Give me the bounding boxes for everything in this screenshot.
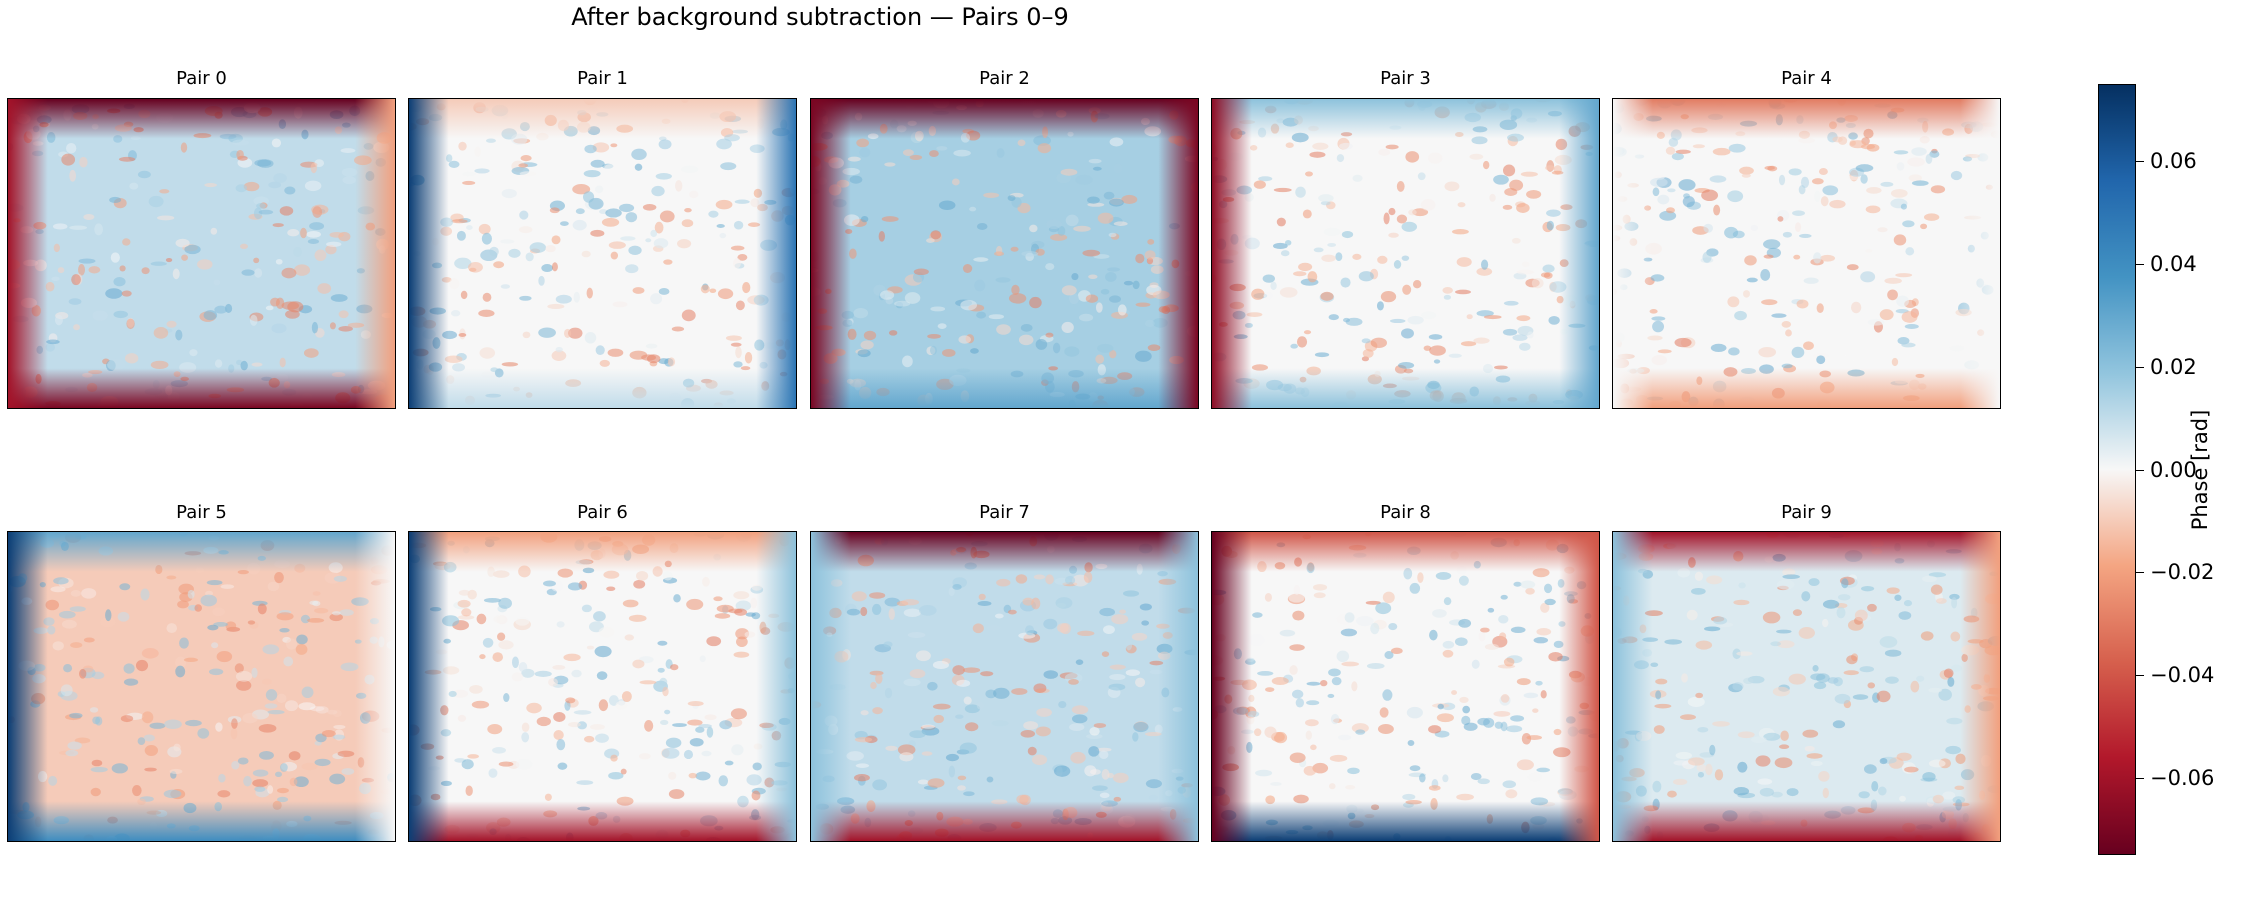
heatmap-panel xyxy=(7,531,396,842)
colorbar xyxy=(2098,84,2136,855)
colorbar-tick-label: −0.06 xyxy=(2150,765,2215,790)
colorbar-tick-label: 0.06 xyxy=(2150,149,2197,174)
panel-title: Pair 2 xyxy=(979,68,1030,89)
heatmap-panel xyxy=(810,531,1199,842)
heatmap-panel xyxy=(1211,531,1600,842)
heatmap-image xyxy=(1212,532,1599,841)
heatmap-image xyxy=(1212,99,1599,408)
colorbar-label: Phase [rad] xyxy=(2188,409,2212,531)
panel-title: Pair 6 xyxy=(577,502,628,523)
colorbar-tick xyxy=(2136,572,2144,574)
colorbar-tick-label: −0.04 xyxy=(2150,663,2215,688)
panel-title: Pair 7 xyxy=(979,502,1030,523)
colorbar-tick xyxy=(2136,777,2144,779)
panel-title: Pair 8 xyxy=(1380,502,1431,523)
heatmap-image xyxy=(1613,99,2000,408)
heatmap-panel xyxy=(408,98,797,409)
panel-title: Pair 0 xyxy=(176,68,227,89)
heatmap-image xyxy=(409,532,796,841)
panel-title: Pair 9 xyxy=(1781,502,1832,523)
colorbar-tick xyxy=(2136,469,2144,471)
colorbar-tick xyxy=(2136,366,2144,368)
heatmap-image xyxy=(1613,532,2000,841)
heatmap-panel xyxy=(1211,98,1600,409)
colorbar-tick-label: 0.00 xyxy=(2150,457,2197,482)
figure-title: After background subtraction — Pairs 0–9 xyxy=(571,3,1069,31)
heatmap-panel xyxy=(1612,98,2001,409)
panel-title: Pair 3 xyxy=(1380,68,1431,89)
colorbar-tick xyxy=(2136,161,2144,163)
colorbar-tick-label: 0.04 xyxy=(2150,251,2197,276)
heatmap-image xyxy=(8,532,395,841)
colorbar-tick xyxy=(2136,675,2144,677)
colorbar-tick xyxy=(2136,263,2144,265)
colorbar-tick-label: 0.02 xyxy=(2150,354,2197,379)
heatmap-panel xyxy=(810,98,1199,409)
heatmap-image xyxy=(8,99,395,408)
panel-title: Pair 1 xyxy=(577,68,628,89)
panel-title: Pair 5 xyxy=(176,502,227,523)
heatmap-panel xyxy=(7,98,396,409)
colorbar-tick-label: −0.02 xyxy=(2150,560,2215,585)
heatmap-image xyxy=(811,99,1198,408)
heatmap-image xyxy=(811,532,1198,841)
heatmap-panel xyxy=(408,531,797,842)
panel-title: Pair 4 xyxy=(1781,68,1832,89)
heatmap-panel xyxy=(1612,531,2001,842)
heatmap-image xyxy=(409,99,796,408)
